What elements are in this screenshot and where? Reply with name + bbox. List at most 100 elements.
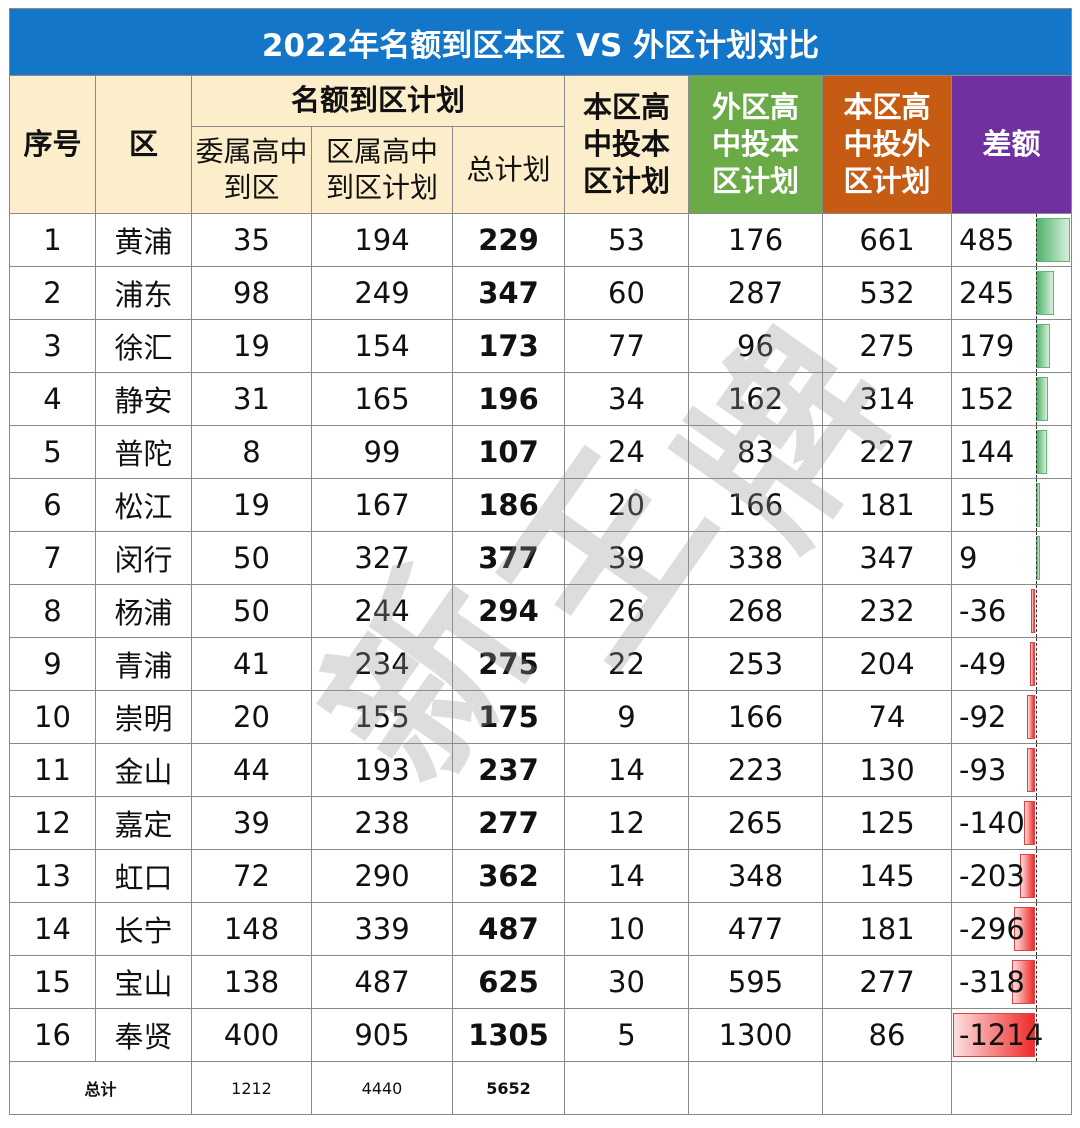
- row-district: 虹口: [95, 849, 192, 903]
- diff-bar-negative: [1030, 589, 1036, 633]
- diff-value: -36: [959, 594, 1007, 628]
- diff-bar-negative: [1026, 748, 1036, 792]
- row-index: 15: [9, 955, 96, 1009]
- row-diff: 15: [950, 478, 1073, 532]
- total-empty-3: [822, 1061, 952, 1115]
- row-diff: -296: [950, 902, 1073, 956]
- row-local-into-local: 26: [564, 584, 689, 638]
- row-other-into-local: 348: [688, 849, 823, 903]
- row-diff: -93: [950, 743, 1073, 797]
- row-quota-city: 35: [191, 213, 312, 267]
- diff-bar-negative: [1029, 642, 1036, 686]
- row-local-into-local: 22: [564, 637, 689, 691]
- table-row: 9 青浦 41 234 275 22 253 204 -49: [9, 637, 1073, 691]
- table-row: 7 闵行 50 327 377 39 338 347 9: [9, 531, 1073, 585]
- diff-axis-line: [1036, 426, 1037, 478]
- row-quota-district: 339: [311, 902, 453, 956]
- row-quota-district: 244: [311, 584, 453, 638]
- row-quota-city: 19: [191, 319, 312, 373]
- diff-bar-positive: [1036, 324, 1050, 368]
- row-index: 5: [9, 425, 96, 479]
- row-quota-district: 327: [311, 531, 453, 585]
- diff-axis-line: [1036, 956, 1037, 1008]
- diff-value: 9: [959, 541, 978, 575]
- table-row: 16 奉贤 400 905 1305 5 1300 86 -1214: [9, 1008, 1073, 1062]
- row-quota-total: 377: [452, 531, 565, 585]
- diff-value: 485: [959, 223, 1015, 257]
- diff-axis-line: [1036, 320, 1037, 372]
- row-other-into-local: 223: [688, 743, 823, 797]
- diff-value: -49: [959, 647, 1007, 681]
- diff-axis-line: [1036, 532, 1037, 584]
- row-index: 10: [9, 690, 96, 744]
- row-district: 静安: [95, 372, 192, 426]
- row-quota-total: 175: [452, 690, 565, 744]
- row-local-into-other: 532: [822, 266, 952, 320]
- row-quota-district: 290: [311, 849, 453, 903]
- table-row: 5 普陀 8 99 107 24 83 227 144: [9, 425, 1073, 479]
- diff-value: -296: [959, 912, 1025, 946]
- row-quota-district: 487: [311, 955, 453, 1009]
- header-quota-city: 委属高中到区: [191, 126, 312, 214]
- table-row: 14 长宁 148 339 487 10 477 181 -296: [9, 902, 1073, 956]
- row-index: 4: [9, 372, 96, 426]
- row-index: 1: [9, 213, 96, 267]
- row-local-into-local: 30: [564, 955, 689, 1009]
- header-local-into-other-text: 本区高中投外区计划: [843, 89, 931, 199]
- row-local-into-other: 181: [822, 902, 952, 956]
- header-index: 序号: [9, 75, 96, 214]
- row-quota-district: 234: [311, 637, 453, 691]
- row-quota-city: 20: [191, 690, 312, 744]
- row-local-into-local: 34: [564, 372, 689, 426]
- row-district: 奉贤: [95, 1008, 192, 1062]
- row-diff: -318: [950, 955, 1073, 1009]
- row-quota-district: 165: [311, 372, 453, 426]
- diff-bar-negative: [1023, 801, 1036, 845]
- diff-axis-line: [1036, 267, 1037, 319]
- row-quota-city: 400: [191, 1008, 312, 1062]
- row-district: 长宁: [95, 902, 192, 956]
- row-district: 黄浦: [95, 213, 192, 267]
- row-diff: -36: [950, 584, 1073, 638]
- row-local-into-local: 39: [564, 531, 689, 585]
- diff-bar-positive: [1036, 430, 1048, 474]
- total-row: 总计 1212 4440 5652: [9, 1061, 1073, 1115]
- row-district: 普陀: [95, 425, 192, 479]
- diff-bar-negative: [1019, 854, 1036, 898]
- row-quota-city: 39: [191, 796, 312, 850]
- row-diff: -140: [950, 796, 1073, 850]
- row-quota-total: 275: [452, 637, 565, 691]
- row-local-into-local: 24: [564, 425, 689, 479]
- header-other-into-local: 外区高中投本区计划: [688, 75, 823, 214]
- row-quota-city: 31: [191, 372, 312, 426]
- row-quota-district: 155: [311, 690, 453, 744]
- row-diff: -203: [950, 849, 1073, 903]
- diff-axis-line: [1036, 479, 1037, 531]
- header-local-into-local-text: 本区高中投本区计划: [583, 89, 671, 199]
- diff-bar-positive: [1036, 218, 1070, 262]
- row-local-into-other: 204: [822, 637, 952, 691]
- row-other-into-local: 166: [688, 478, 823, 532]
- row-local-into-other: 125: [822, 796, 952, 850]
- row-other-into-local: 166: [688, 690, 823, 744]
- total-empty-4: [950, 1061, 1073, 1115]
- row-local-into-local: 14: [564, 849, 689, 903]
- row-local-into-other: 86: [822, 1008, 952, 1062]
- row-local-into-local: 12: [564, 796, 689, 850]
- diff-axis-line: [1036, 850, 1037, 902]
- header-diff: 差额: [950, 75, 1073, 214]
- row-diff: -1214: [950, 1008, 1073, 1062]
- table-row: 4 静安 31 165 196 34 162 314 152: [9, 372, 1073, 426]
- row-local-into-other: 347: [822, 531, 952, 585]
- diff-axis-line: [1036, 214, 1037, 266]
- row-diff: 179: [950, 319, 1073, 373]
- diff-bar-negative: [953, 1013, 1036, 1057]
- total-city: 1212: [191, 1061, 312, 1115]
- diff-bar-negative: [1013, 907, 1036, 951]
- table-row: 8 杨浦 50 244 294 26 268 232 -36: [9, 584, 1073, 638]
- row-local-into-local: 10: [564, 902, 689, 956]
- total-total: 5652: [452, 1061, 565, 1115]
- diff-bar-negative: [1012, 960, 1036, 1004]
- table-row: 3 徐汇 19 154 173 77 96 275 179: [9, 319, 1073, 373]
- row-local-into-local: 5: [564, 1008, 689, 1062]
